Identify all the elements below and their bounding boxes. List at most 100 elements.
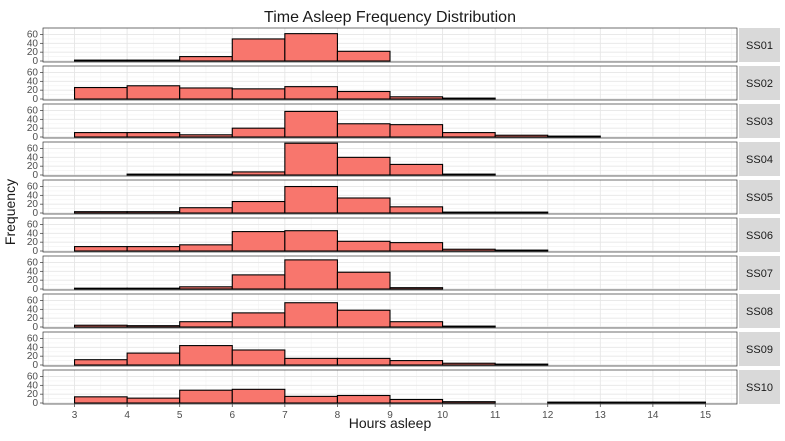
- histogram-bar: [494, 211, 549, 214]
- histogram-bar: [494, 134, 549, 138]
- histogram-bar: [179, 286, 233, 290]
- histogram-bar: [442, 173, 496, 176]
- y-tick-label: 40: [27, 304, 39, 315]
- histogram-bar: [73, 287, 128, 290]
- histogram-bar: [336, 394, 391, 404]
- histogram-bar: [389, 96, 444, 100]
- histogram-bar: [336, 123, 391, 138]
- facet-strip: [739, 28, 780, 62]
- histogram-bar: [442, 211, 496, 214]
- histogram-bar: [389, 321, 444, 328]
- y-tick-label: 60: [27, 258, 39, 269]
- panel-border: [42, 179, 738, 215]
- y-tick-label: 40: [27, 38, 39, 49]
- x-tick-label: 4: [124, 410, 130, 421]
- histogram-bar: [284, 395, 338, 404]
- facet-strip-label: SS10: [746, 382, 773, 394]
- y-tick-label: 20: [27, 237, 39, 248]
- y-tick-label: 60: [27, 68, 39, 79]
- histogram-bar: [284, 110, 338, 138]
- y-tick-label: 40: [27, 190, 39, 201]
- x-tick-label: 9: [387, 410, 393, 421]
- histogram-bar: [126, 59, 181, 62]
- facet-strip-label: SS08: [746, 306, 773, 318]
- histogram-bar: [179, 173, 233, 176]
- y-tick-label: 20: [27, 275, 39, 286]
- histogram-bar: [336, 271, 391, 290]
- histogram-bar: [231, 38, 286, 62]
- x-tick-label: 10: [437, 410, 449, 421]
- histogram-bar: [126, 352, 181, 366]
- histogram-bar: [73, 132, 128, 138]
- histogram-bar: [547, 135, 601, 138]
- histogram-bar: [126, 173, 181, 176]
- histogram-bar: [179, 321, 233, 328]
- histogram-bar: [284, 142, 338, 176]
- histogram-bar: [231, 231, 286, 252]
- x-tick-label: 13: [595, 410, 607, 421]
- histogram-bar: [547, 401, 601, 404]
- panel-border: [42, 27, 738, 63]
- x-tick-label: 12: [542, 410, 554, 421]
- y-tick-label: 0: [32, 284, 38, 295]
- facet-strip: [739, 104, 780, 138]
- histogram-bar: [442, 325, 496, 328]
- y-tick-label: 60: [27, 30, 39, 41]
- y-tick-label: 40: [27, 342, 39, 353]
- y-tick-label: 0: [32, 170, 38, 181]
- histogram-bar: [179, 345, 233, 366]
- histogram-bar: [336, 90, 391, 100]
- histogram-bar: [126, 397, 181, 404]
- histogram-bar: [284, 33, 338, 62]
- histogram-bar: [73, 396, 128, 404]
- histogram-bar: [126, 132, 181, 138]
- histogram-bar: [231, 274, 286, 290]
- y-tick-label: 20: [27, 389, 39, 400]
- y-axis-label: Frequency: [2, 179, 18, 245]
- histogram-bar: [73, 86, 128, 100]
- histogram-bar: [652, 401, 707, 404]
- panel-border: [42, 217, 738, 253]
- histogram-bar: [336, 357, 391, 366]
- histogram-bar: [336, 156, 391, 176]
- y-tick-label: 0: [32, 208, 38, 219]
- histogram-bar: [336, 309, 391, 328]
- y-tick-label: 20: [27, 123, 39, 134]
- x-tick-label: 7: [282, 410, 288, 421]
- panel-border: [42, 65, 738, 101]
- y-tick-label: 40: [27, 266, 39, 277]
- y-tick-label: 60: [27, 296, 39, 307]
- facet-strip-label: SS03: [746, 116, 773, 128]
- histogram-bar: [336, 50, 391, 62]
- facet-strip: [739, 294, 780, 328]
- facet-strip: [739, 66, 780, 100]
- histogram-bar: [126, 325, 181, 328]
- histogram-bar: [442, 401, 496, 404]
- histogram-bar: [336, 197, 391, 214]
- histogram-bar: [73, 246, 128, 252]
- histogram-bar: [231, 312, 286, 328]
- histogram-bar: [284, 86, 338, 100]
- histogram-bar: [442, 132, 496, 138]
- histogram-bar: [389, 124, 444, 138]
- x-tick-label: 6: [229, 410, 235, 421]
- y-tick-label: 0: [32, 398, 38, 409]
- y-tick-label: 60: [27, 372, 39, 383]
- histogram-bar: [389, 163, 444, 176]
- y-tick-label: 60: [27, 144, 39, 155]
- histogram-bar: [442, 97, 496, 100]
- histogram-bar: [442, 248, 496, 252]
- histogram-bar: [284, 302, 338, 328]
- facet-strip: [739, 180, 780, 214]
- panel-border: [42, 293, 738, 329]
- histogram-bar: [73, 211, 128, 214]
- facet-strip-label: SS04: [746, 154, 773, 166]
- histogram-bar: [336, 240, 391, 252]
- histogram-bar: [389, 287, 444, 290]
- x-tick-label: 14: [647, 410, 659, 421]
- y-tick-label: 0: [32, 56, 38, 67]
- y-tick-label: 20: [27, 351, 39, 362]
